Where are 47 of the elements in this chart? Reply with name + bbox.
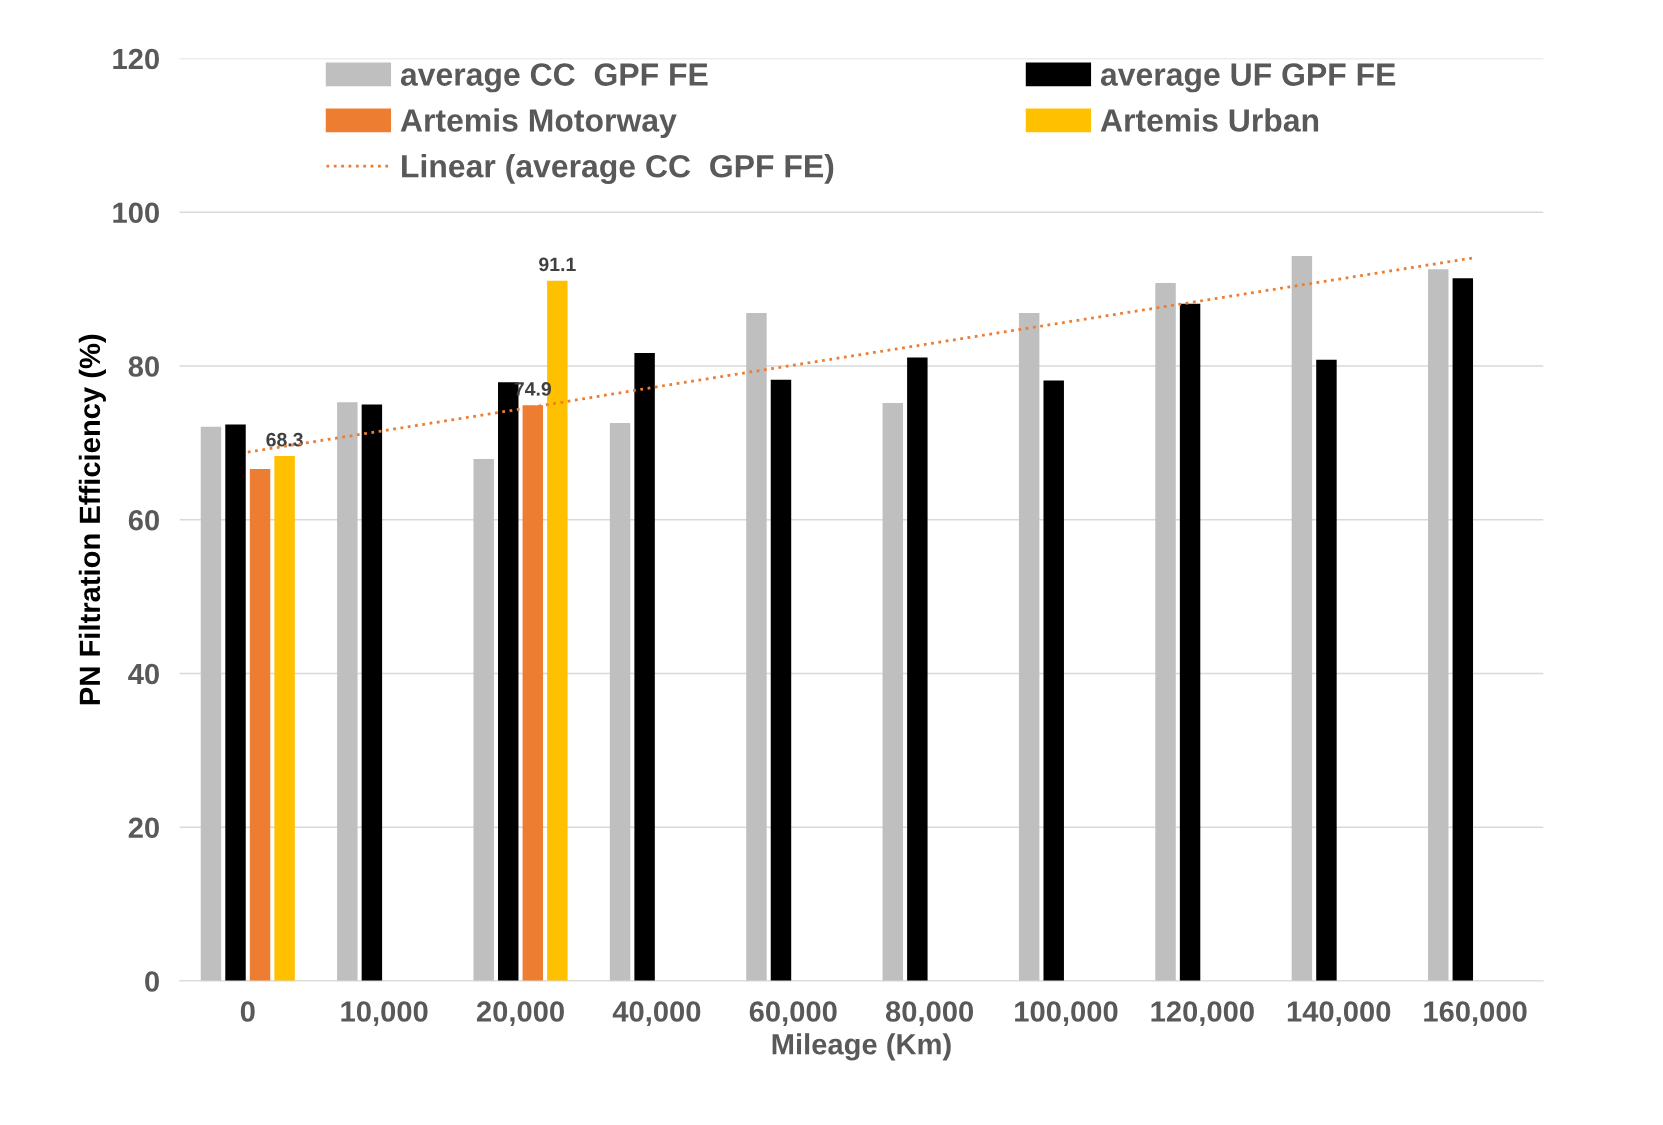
x-tick-label: 10,000 — [341, 1001, 428, 1027]
bar — [1452, 278, 1474, 981]
bar — [200, 426, 222, 981]
x-tick-label: 40,000 — [612, 1001, 701, 1027]
bar — [1291, 256, 1313, 981]
data-label: 68.3 — [266, 432, 303, 447]
x-tick-label: 100,000 — [1015, 1001, 1118, 1027]
y-tick-label: 40 — [128, 663, 159, 685]
x-tick-label: 120,000 — [1151, 1001, 1254, 1027]
y-tick-label: 120 — [113, 48, 159, 70]
bar — [249, 469, 271, 981]
bar — [634, 352, 655, 981]
x-tick-label: 80,000 — [885, 1001, 974, 1027]
data-label: 91.1 — [539, 257, 576, 272]
bar — [746, 312, 767, 981]
bar — [1179, 303, 1201, 981]
bar — [361, 404, 383, 981]
x-tick-label: 60,000 — [749, 1001, 837, 1027]
bar — [1316, 359, 1337, 981]
y-tick-label: 0 — [145, 971, 159, 992]
bar — [473, 459, 494, 981]
bar — [1428, 269, 1449, 981]
bar — [770, 379, 792, 981]
x-tick-label: 20,000 — [476, 1001, 564, 1027]
bar — [907, 357, 928, 981]
bar — [882, 402, 904, 981]
y-tick-label: 100 — [113, 202, 159, 224]
bar — [337, 402, 358, 981]
bar — [609, 422, 631, 981]
bar — [274, 455, 295, 981]
y-axis-title: PN Filtration Efficiency (%) — [78, 334, 106, 705]
y-tick-label: 80 — [128, 356, 159, 377]
x-axis-title: Mileage (Km) — [772, 1033, 951, 1061]
legend-label: Artemis Urban — [1100, 108, 1319, 132]
bar — [225, 424, 246, 981]
bar — [1155, 282, 1176, 981]
bar — [1043, 380, 1064, 981]
x-tick-label: 0 — [240, 1001, 255, 1022]
x-tick-label: 160,000 — [1424, 1001, 1527, 1027]
bar — [1018, 312, 1040, 981]
y-tick-label: 60 — [128, 509, 159, 531]
x-tick-label: 140,000 — [1287, 1001, 1391, 1027]
y-tick-label: 20 — [128, 817, 159, 839]
legend-label: average CC GPF FE — [400, 63, 708, 93]
legend-label: Artemis Motorway — [400, 108, 677, 139]
legend-label: Linear (average CC GPF FE) — [402, 154, 834, 184]
legend-label: average UF GPF FE — [1100, 63, 1396, 93]
